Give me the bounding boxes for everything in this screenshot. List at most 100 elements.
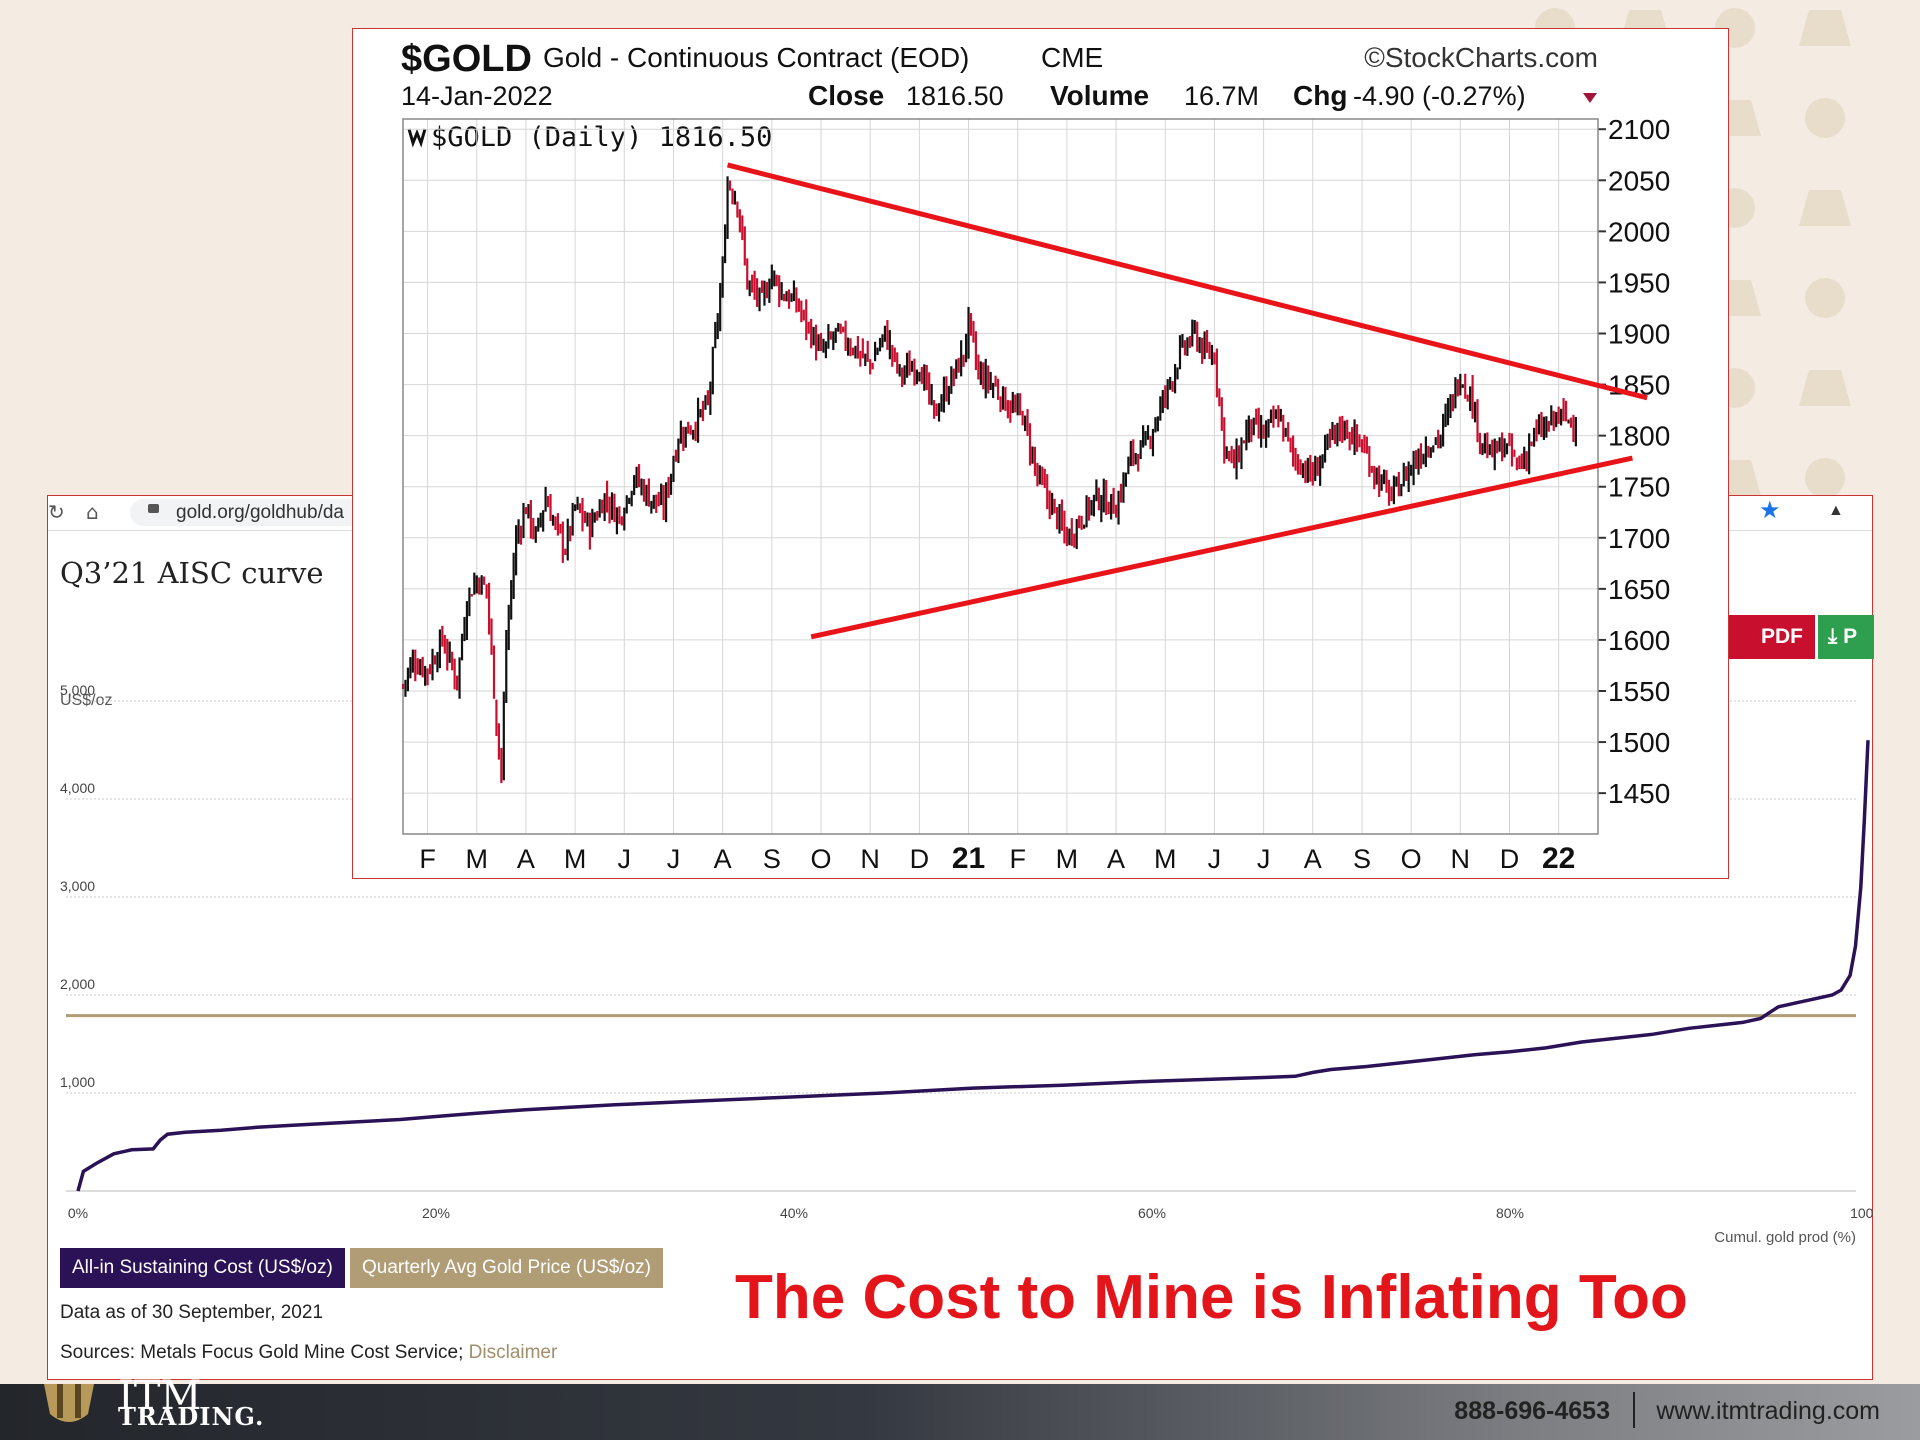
gold-source: ©StockCharts.com bbox=[1364, 42, 1598, 73]
download-icon: ⤓ bbox=[1828, 625, 1838, 648]
x-tick-label: N bbox=[1451, 844, 1471, 874]
y-tick-label: 2,000 bbox=[60, 976, 95, 992]
x-tick-label: 100% bbox=[1850, 1205, 1874, 1221]
y-tick-label: 1900 bbox=[1608, 319, 1670, 350]
x-tick-label: 40% bbox=[780, 1205, 808, 1221]
y-tick-label: 1500 bbox=[1608, 727, 1670, 758]
bg-circle bbox=[1805, 98, 1845, 138]
x-tick-label: A bbox=[1107, 844, 1125, 874]
x-tick-label: 60% bbox=[1138, 1205, 1166, 1221]
y-tick-label: 5,000 bbox=[60, 682, 95, 698]
gold-exchange: CME bbox=[1041, 42, 1103, 73]
website-link[interactable]: www.itmtrading.com bbox=[1656, 1397, 1880, 1425]
chg-value: -4.90 (-0.27%) bbox=[1353, 81, 1526, 111]
bg-circle bbox=[1805, 278, 1845, 318]
footer-bar: ITM TRADING. 888-696-4653 www.itmtrading… bbox=[0, 1376, 1920, 1440]
pdf-button[interactable]: PDF bbox=[1723, 615, 1815, 659]
reload-icon[interactable]: ↻ bbox=[48, 500, 65, 524]
y-tick-label: 1450 bbox=[1608, 778, 1670, 809]
chg-label: Chg bbox=[1293, 80, 1347, 111]
x-tick-label: S bbox=[1353, 844, 1371, 874]
gold-name: Gold - Continuous Contract (EOD) bbox=[543, 42, 969, 73]
y-tick-label: 1750 bbox=[1608, 472, 1670, 503]
x-tick-label: F bbox=[419, 844, 436, 874]
y-tick-label: 1950 bbox=[1608, 267, 1670, 298]
y-tick-label: 1550 bbox=[1608, 676, 1670, 707]
x-tick-label: M bbox=[1154, 844, 1177, 874]
close-label: Close bbox=[808, 80, 884, 111]
aisc-title: Q3’21 AISC curve bbox=[60, 556, 324, 590]
bg-bar bbox=[1799, 190, 1851, 226]
export-button[interactable]: ⤓ P bbox=[1818, 615, 1874, 659]
sources-text: Sources: Metals Focus Gold Mine Cost Ser… bbox=[60, 1342, 557, 1364]
x-tick-label: D bbox=[1500, 844, 1520, 874]
x-tick-label: 0% bbox=[68, 1205, 88, 1221]
down-arrow-icon bbox=[1583, 93, 1597, 103]
extension-icon[interactable]: ▲ bbox=[1828, 502, 1844, 519]
x-tick-label: A bbox=[517, 844, 535, 874]
headline: The Cost to Mine is Inflating Too bbox=[735, 1263, 1688, 1332]
x-tick-label: M bbox=[466, 844, 489, 874]
trendline bbox=[810, 455, 1633, 640]
volume-value: 16.7M bbox=[1184, 81, 1259, 111]
pdf-label: PDF bbox=[1761, 625, 1803, 648]
y-tick-label: 1,000 bbox=[60, 1074, 95, 1090]
logo-subtext: TRADING. bbox=[118, 1402, 265, 1431]
chart-legend: $GOLD (Daily) 1816.50 bbox=[431, 122, 772, 153]
gold-date: 14-Jan-2022 bbox=[401, 81, 553, 111]
x-tick-label: J bbox=[618, 844, 632, 874]
y-tick-label: 2000 bbox=[1608, 216, 1670, 247]
candle-legend-icon bbox=[407, 128, 427, 148]
x-tick-label: D bbox=[910, 844, 930, 874]
y-tick-label: 4,000 bbox=[60, 780, 95, 796]
logo-icon bbox=[44, 1384, 94, 1422]
y-tick-label: 1700 bbox=[1608, 523, 1670, 554]
logo-text: ITM bbox=[118, 1373, 202, 1419]
legend-aisc[interactable]: All-in Sustaining Cost (US$/oz) bbox=[60, 1248, 345, 1288]
x-tick-label: A bbox=[714, 844, 732, 874]
lock-icon bbox=[148, 504, 159, 513]
close-value: 1816.50 bbox=[906, 81, 1004, 111]
data-as-of: Data as of 30 September, 2021 bbox=[60, 1302, 324, 1323]
x-tick-label: O bbox=[810, 844, 831, 874]
x-tick-label: 80% bbox=[1496, 1205, 1524, 1221]
footer-divider bbox=[1633, 1392, 1635, 1428]
x-tick-label: J bbox=[1208, 844, 1222, 874]
gold-chart-panel: $GOLD Gold - Continuous Contract (EOD) C… bbox=[352, 28, 1729, 879]
legend-price[interactable]: Quarterly Avg Gold Price (US$/oz) bbox=[350, 1248, 663, 1288]
aisc-curve bbox=[76, 740, 1870, 1192]
trendline bbox=[726, 162, 1648, 401]
bg-bar bbox=[1799, 10, 1851, 46]
x-tick-label: 22 bbox=[1542, 842, 1575, 875]
disclaimer-link[interactable]: Disclaimer bbox=[468, 1342, 558, 1363]
gold-ticker: $GOLD bbox=[401, 38, 532, 80]
bg-circle bbox=[1805, 458, 1845, 498]
x-tick-label: J bbox=[667, 844, 681, 874]
x-tick-label: 20% bbox=[422, 1205, 450, 1221]
x-tick-label: F bbox=[1009, 844, 1026, 874]
x-tick-label: M bbox=[564, 844, 587, 874]
y-tick-label: 1800 bbox=[1608, 421, 1670, 452]
bg-bar bbox=[1799, 370, 1851, 406]
sources-prefix: Sources: Metals Focus Gold Mine Cost Ser… bbox=[60, 1342, 469, 1363]
plot-frame bbox=[402, 118, 1599, 835]
volume-label: Volume bbox=[1050, 80, 1149, 111]
bookmark-star-icon[interactable]: ★ bbox=[1759, 497, 1781, 524]
y-tick-label: 2100 bbox=[1608, 114, 1670, 145]
x-tick-label: M bbox=[1056, 844, 1079, 874]
x-tick-label: O bbox=[1401, 844, 1422, 874]
y-tick-label: 1650 bbox=[1608, 574, 1670, 605]
x-tick-label: J bbox=[1257, 844, 1271, 874]
x-tick-label: S bbox=[763, 844, 781, 874]
phone-number[interactable]: 888-696-4653 bbox=[1454, 1397, 1610, 1425]
x-tick-label: 21 bbox=[952, 842, 985, 875]
y-tick-label: 1600 bbox=[1608, 625, 1670, 656]
y-tick-label: 3,000 bbox=[60, 878, 95, 894]
gold-chart: $GOLD Gold - Continuous Contract (EOD) C… bbox=[401, 38, 1670, 875]
export-label: P bbox=[1843, 625, 1858, 648]
x-tick-label: A bbox=[1304, 844, 1322, 874]
x-tick-label: N bbox=[860, 844, 880, 874]
home-icon[interactable]: ⌂ bbox=[86, 500, 99, 524]
url-text[interactable]: gold.org/goldhub/da bbox=[176, 502, 344, 523]
